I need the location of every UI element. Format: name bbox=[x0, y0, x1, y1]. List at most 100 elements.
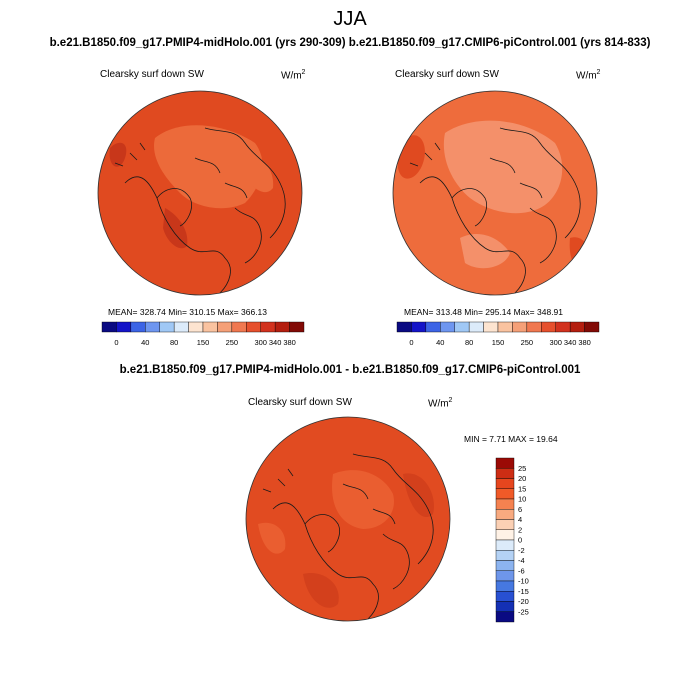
left-polar-map bbox=[97, 90, 303, 296]
diff-colorbar-tick-label: 6 bbox=[518, 505, 522, 514]
diff-colorbar-tick-label: 15 bbox=[518, 484, 526, 493]
diff-colorbar-tick-label: -15 bbox=[518, 587, 529, 596]
right-coastlines bbox=[409, 127, 581, 294]
diff-colorbar-swatch bbox=[495, 580, 515, 592]
diff-colorbar-swatch bbox=[495, 457, 515, 469]
left-colorbar-tick-label: 250 bbox=[226, 338, 239, 347]
right-colorbar-tick-label: 150 bbox=[492, 338, 505, 347]
diff-colorbar-swatch bbox=[495, 601, 515, 612]
left-map-light-region bbox=[154, 125, 263, 209]
right-colorbar-swatch bbox=[411, 321, 427, 333]
right-colorbar-swatch bbox=[497, 321, 513, 333]
difference-title: b.e21.B1850.f09_g17.PMIP4-midHolo.001 - … bbox=[119, 364, 581, 376]
right-colorbar-swatch bbox=[584, 321, 600, 333]
diff-stats: MIN = 7.71 MAX = 19.64 bbox=[464, 434, 558, 444]
diff-colorbar-swatch bbox=[495, 488, 515, 500]
left-colorbar-swatch bbox=[274, 321, 290, 333]
right-colorbar-swatch bbox=[440, 321, 455, 333]
diff-colorbar-swatch bbox=[495, 498, 515, 510]
left-colorbar-tick-label: 300 bbox=[254, 338, 267, 347]
diff-colorbar-swatch bbox=[495, 550, 515, 561]
left-colorbar-tick-label: 340 bbox=[269, 338, 282, 347]
right-map-dark-region-2 bbox=[569, 237, 590, 269]
diff-colorbar-swatch bbox=[495, 478, 515, 489]
diff-colorbar-swatch bbox=[495, 468, 515, 479]
right-colorbar-tick-label: 300 bbox=[549, 338, 562, 347]
difference-polar-map bbox=[245, 416, 451, 622]
left-colorbar-swatch bbox=[130, 321, 146, 333]
right-colorbar-swatch bbox=[555, 321, 571, 333]
left-map-dark-region bbox=[163, 208, 188, 249]
season-title: JJA bbox=[333, 8, 367, 30]
right-colorbar-swatch bbox=[468, 321, 484, 333]
left-colorbar-tick-label: 80 bbox=[170, 338, 178, 347]
left-colorbar-swatch bbox=[202, 321, 218, 333]
diff-colorbar-swatch bbox=[495, 539, 515, 551]
diff-colorbar-swatch bbox=[495, 570, 515, 582]
left-coastlines bbox=[114, 127, 286, 294]
right-colorbar-swatch bbox=[526, 321, 542, 333]
left-colorbar-swatch bbox=[101, 321, 117, 333]
diff-colorbar-tick-label: 0 bbox=[518, 536, 522, 545]
right-colorbar-swatch bbox=[425, 321, 441, 333]
diff-colorbar-tick-label: -6 bbox=[518, 566, 525, 575]
right-colorbar-swatch bbox=[483, 321, 499, 333]
left-colorbar-swatch bbox=[145, 321, 160, 333]
diff-colorbar-swatch bbox=[495, 509, 515, 520]
right-colorbar-swatch bbox=[396, 321, 412, 333]
case-titles: b.e21.B1850.f09_g17.PMIP4-midHolo.001 (y… bbox=[49, 37, 651, 49]
diff-units-label: W/m2 bbox=[428, 397, 453, 410]
diff-colorbar-swatch bbox=[495, 560, 515, 571]
diff-map-dark-region-2 bbox=[303, 573, 339, 608]
right-variable-label: Clearsky surf down SW bbox=[395, 69, 499, 80]
left-colorbar-swatch bbox=[188, 321, 204, 333]
diff-coastlines bbox=[262, 453, 434, 620]
left-colorbar-swatch bbox=[260, 321, 276, 333]
right-stats: MEAN= 313.48 Min= 295.14 Max= 348.91 bbox=[404, 307, 564, 317]
diff-colorbar-tick-label: 2 bbox=[518, 525, 522, 534]
diff-colorbar-tick-label: 20 bbox=[518, 474, 526, 483]
diff-colorbar-tick-label: -10 bbox=[518, 577, 529, 586]
diff-map-light-region bbox=[332, 470, 394, 529]
diff-colorbar-swatch bbox=[495, 591, 515, 602]
right-map-light-region bbox=[443, 120, 563, 214]
right-colorbar-tick-label: 40 bbox=[436, 338, 444, 347]
diff-colorbar-tick-label: 4 bbox=[518, 515, 522, 524]
left-colorbar-swatch bbox=[116, 321, 132, 333]
diff-variable-label: Clearsky surf down SW bbox=[248, 397, 352, 408]
left-colorbar-tick-label: 40 bbox=[141, 338, 149, 347]
diff-colorbar-tick-label: -25 bbox=[518, 607, 529, 616]
diff-colorbar-swatch bbox=[495, 519, 515, 530]
right-colorbar-tick-label: 80 bbox=[465, 338, 473, 347]
left-stats: MEAN= 328.74 Min= 310.15 Max= 366.13 bbox=[108, 307, 268, 317]
left-colorbar-swatch bbox=[231, 321, 247, 333]
diff-colorbar-swatch bbox=[495, 611, 515, 623]
right-polar-map bbox=[392, 90, 598, 296]
right-colorbar-tick-label: 0 bbox=[409, 338, 413, 347]
left-map-light-region-2 bbox=[245, 157, 274, 193]
right-colorbar: 0 40 80 150 250 300 340 380 bbox=[396, 321, 600, 347]
right-colorbar-tick-label: 250 bbox=[521, 338, 534, 347]
diff-colorbar-tick-label: 25 bbox=[518, 464, 526, 473]
left-colorbar-tick-label: 150 bbox=[197, 338, 210, 347]
diff-colorbar-tick-label: -2 bbox=[518, 546, 525, 555]
left-map-dark-region-2 bbox=[109, 142, 127, 167]
right-colorbar-swatch bbox=[569, 321, 585, 333]
right-colorbar-swatch bbox=[541, 321, 556, 333]
diff-map-light-region-2 bbox=[258, 522, 286, 554]
left-colorbar-swatch bbox=[289, 321, 305, 333]
diff-colorbar-tick-label: -4 bbox=[518, 556, 525, 565]
diff-colorbar-tick-label: 10 bbox=[518, 495, 526, 504]
right-colorbar-swatch bbox=[454, 321, 470, 333]
left-colorbar-tick-label: 0 bbox=[114, 338, 118, 347]
left-colorbar-swatch bbox=[246, 321, 261, 333]
right-colorbar-tick-label: 380 bbox=[578, 338, 591, 347]
left-colorbar-tick-label: 380 bbox=[283, 338, 296, 347]
right-map-light-region-2 bbox=[460, 233, 510, 269]
left-colorbar-swatch bbox=[173, 321, 189, 333]
left-colorbar-swatch bbox=[217, 321, 233, 333]
right-colorbar-tick-label: 340 bbox=[564, 338, 577, 347]
left-colorbar: 0 40 80 150 250 300 340 380 bbox=[101, 321, 305, 347]
left-units-label: W/m2 bbox=[281, 69, 306, 82]
